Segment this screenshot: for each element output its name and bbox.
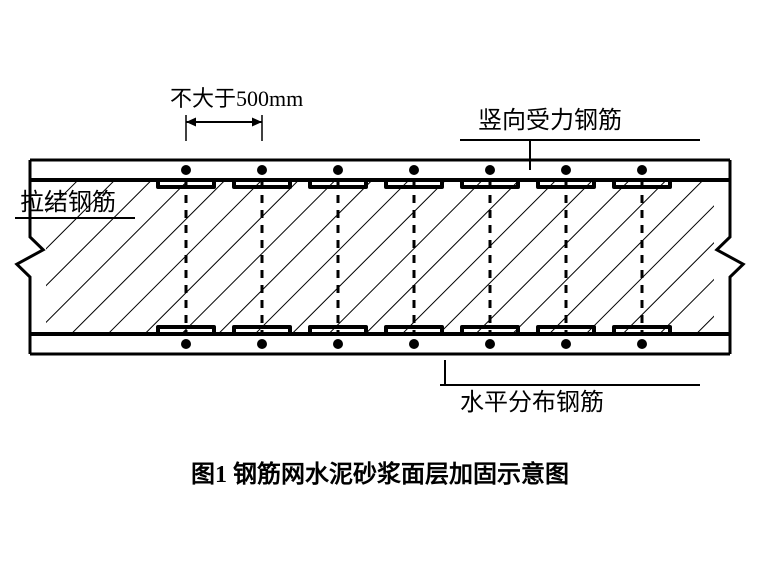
dimension-text: 不大于500mm <box>170 86 303 111</box>
vertical-rebar-dot-bot <box>485 339 495 349</box>
vertical-rebar-dot-top <box>409 165 419 175</box>
vertical-rebar-dot-bot <box>257 339 267 349</box>
vertical-rebar-dot-bot <box>333 339 343 349</box>
vertical-rebar-dot-top <box>257 165 267 175</box>
label-tie-rebar: 拉结钢筋 <box>20 189 116 216</box>
vertical-rebar-dot-top <box>333 165 343 175</box>
vertical-rebar-dot-bot <box>409 339 419 349</box>
vertical-rebar-dot-top <box>181 165 191 175</box>
vertical-rebar-dot-bot <box>181 339 191 349</box>
label-vertical-rebar: 竖向受力钢筋 <box>478 107 622 134</box>
vertical-rebar-dot-top <box>485 165 495 175</box>
wall-core-hatch <box>30 180 730 334</box>
vertical-rebar-dot-bot <box>637 339 647 349</box>
vertical-rebar-dot-top <box>561 165 571 175</box>
figure-caption: 图1 钢筋网水泥砂浆面层加固示意图 <box>191 460 569 488</box>
label-horiz-rebar: 水平分布钢筋 <box>460 389 604 416</box>
vertical-rebar-dot-bot <box>561 339 571 349</box>
vertical-rebar-dot-top <box>637 165 647 175</box>
diagram-svg: 不大于500mm 竖向受力钢筋拉结钢筋水平分布钢筋图1 钢筋网水泥砂浆面层加固示意… <box>0 0 760 567</box>
